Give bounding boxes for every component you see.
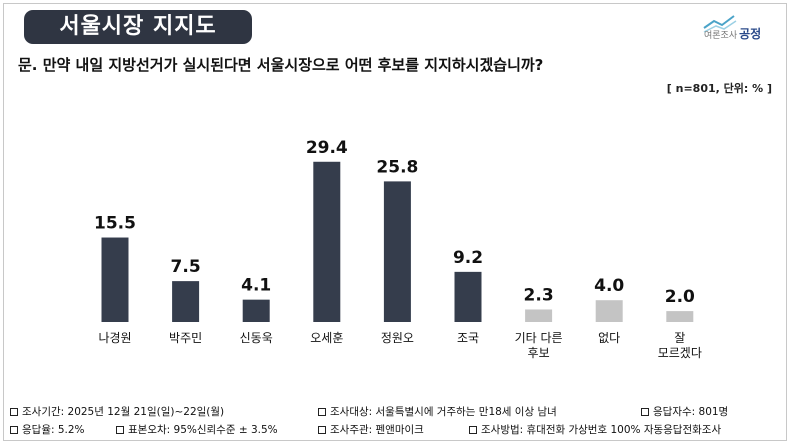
footer-response-rate-text: 응답율: 5.2%	[22, 424, 85, 436]
unit-note: [ n=801, 단위: % ]	[666, 82, 772, 95]
footer-period: 조사기간: 2025년 12월 21일(일)~22일(월)	[10, 404, 224, 419]
page-title: 서울시장 지지도	[24, 10, 252, 44]
logo-text: 여론조사 공정	[704, 25, 761, 42]
category-label: 조국	[457, 331, 479, 345]
bar-3	[242, 299, 270, 322]
footer-target-text: 조사대상: 서울특별시에 거주하는 만18세 이상 남녀	[330, 406, 557, 418]
survey-question: 문. 만약 내일 지방선거가 실시된다면 서울시장으로 어떤 후보를 지지하시겠…	[18, 56, 544, 74]
square-bullet-icon	[318, 426, 326, 434]
category-label: 기타 다른 후보	[515, 331, 563, 360]
bar-value-label: 2.0	[665, 287, 695, 307]
square-bullet-icon	[318, 408, 326, 416]
footer-method-text: 조사방법: 휴대전화 가상번호 100% 자동응답전화조사	[481, 424, 722, 436]
bar-6	[454, 271, 482, 322]
bar-value-label: 7.5	[171, 257, 201, 277]
square-bullet-icon	[10, 426, 18, 434]
bar-value-label: 4.0	[594, 276, 624, 296]
logo-brand-text: 공정	[739, 27, 762, 41]
footer-margin-text: 표본오차: 95%신뢰수준 ± 3.5%	[128, 424, 278, 436]
footer-period-text: 조사기간: 2025년 12월 21일(일)~22일(월)	[22, 406, 225, 418]
bar-7	[525, 309, 553, 322]
bar-value-label: 4.1	[241, 276, 271, 296]
footer-respondents-text: 응답자수: 801명	[653, 406, 729, 418]
category-label: 박주민	[169, 331, 202, 345]
bar-9	[666, 311, 694, 322]
footer-margin: 표본오차: 95%신뢰수준 ± 3.5%	[116, 422, 278, 437]
bar-chart: 15.5 나경원 7.5 박주민 4.1 신동욱 29.4 오세훈 25.8 정원오 9.2 조국 2.…	[94, 138, 702, 360]
category-label: 없다	[598, 331, 620, 345]
category-label: 오세훈	[310, 331, 343, 345]
bar-value-label: 9.2	[453, 248, 483, 268]
footer-target: 조사대상: 서울특별시에 거주하는 만18세 이상 남녀	[318, 404, 557, 419]
category-label: 신동욱	[240, 331, 273, 345]
square-bullet-icon	[10, 408, 18, 416]
category-label: 나경원	[98, 331, 131, 345]
bar-8	[595, 300, 623, 322]
bar-value-label: 2.3	[524, 285, 554, 305]
footer-host: 조사주관: 펜앤마이크	[318, 422, 424, 437]
category-label: 정원오	[381, 331, 414, 345]
bar-value-label: 25.8	[376, 157, 418, 177]
logo-small-text: 여론조사	[704, 31, 738, 41]
bar-1	[101, 237, 129, 322]
footer-response-rate: 응답율: 5.2%	[10, 422, 85, 437]
bar-value-label: 29.4	[306, 138, 348, 158]
category-label: 잘 모르겠다	[658, 331, 702, 360]
bar-4	[313, 161, 341, 322]
survey-footer: 조사기간: 2025년 12월 21일(일)~22일(월) 조사대상: 서울특별…	[0, 396, 792, 442]
square-bullet-icon	[469, 426, 477, 434]
logo-icon	[703, 15, 737, 33]
square-bullet-icon	[116, 426, 124, 434]
square-bullet-icon	[641, 408, 649, 416]
footer-method: 조사방법: 휴대전화 가상번호 100% 자동응답전화조사	[469, 422, 721, 437]
footer-host-text: 조사주관: 펜앤마이크	[330, 424, 424, 436]
bar-value-label: 15.5	[94, 214, 136, 234]
footer-respondents: 응답자수: 801명	[641, 404, 728, 419]
bar-2	[172, 281, 200, 322]
slide-frame	[3, 3, 787, 441]
bar-5	[383, 181, 411, 322]
